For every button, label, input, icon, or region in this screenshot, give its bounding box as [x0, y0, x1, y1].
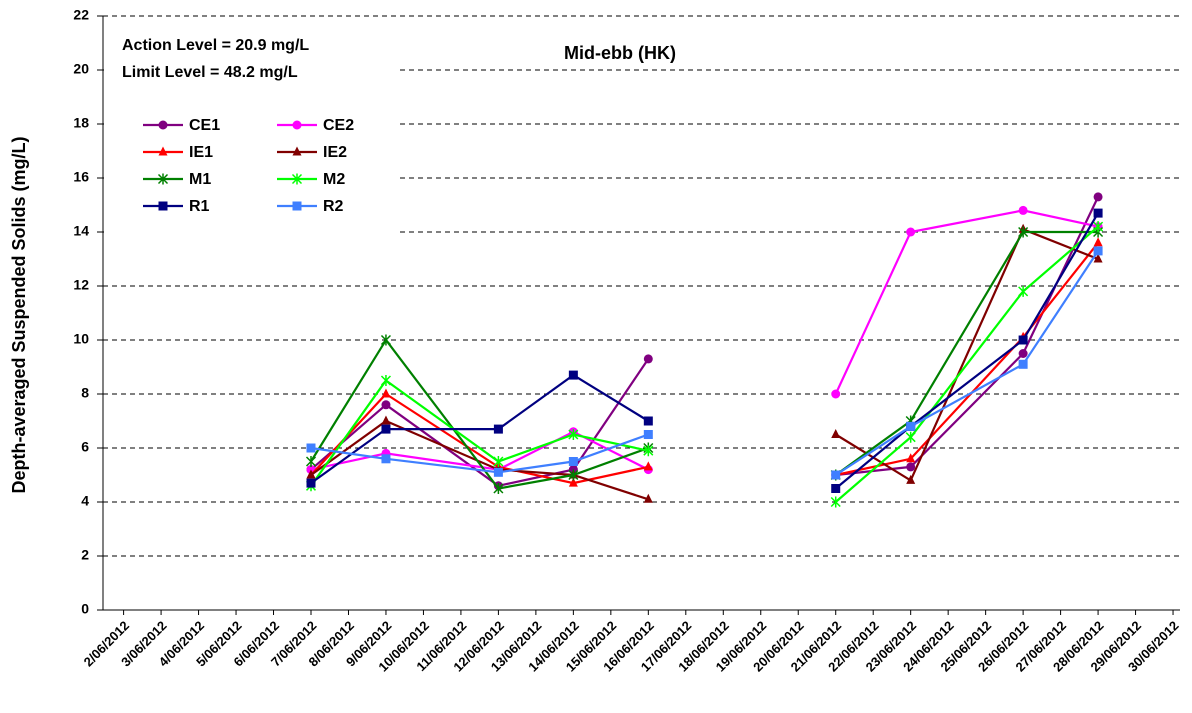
legend-label: M2 — [323, 171, 345, 188]
marker — [906, 227, 916, 237]
legend-label: CE1 — [189, 117, 220, 134]
y-axis-label: Depth-averaged Suspended Solids (mg/L) — [9, 136, 29, 493]
marker — [381, 400, 391, 410]
marker — [643, 493, 653, 503]
y-tick-label: 16 — [73, 169, 89, 185]
marker — [1018, 335, 1028, 345]
legend-item: R2 — [277, 198, 344, 215]
marker — [1018, 205, 1028, 215]
marker — [493, 483, 504, 494]
marker — [306, 478, 316, 488]
plot-layer — [305, 192, 1104, 508]
y-tick-label: 2 — [81, 547, 89, 563]
marker — [1093, 246, 1103, 256]
series-line — [310, 212, 1100, 490]
series-line — [310, 230, 1099, 490]
y-tick-label: 18 — [73, 115, 89, 131]
marker — [1018, 285, 1029, 297]
marker — [905, 431, 916, 443]
legend-item: IE1 — [143, 144, 213, 161]
legend-label: M1 — [189, 171, 211, 188]
marker — [831, 484, 841, 493]
legend-item: R1 — [143, 198, 210, 215]
marker — [158, 146, 168, 156]
y-tick-label: 20 — [73, 61, 89, 77]
marker — [493, 424, 503, 434]
marker — [157, 173, 169, 185]
legend-item: IE2 — [277, 144, 347, 161]
y-tick-label: 14 — [73, 223, 89, 239]
marker — [568, 477, 578, 487]
marker — [292, 120, 302, 130]
legend: CE1 CE2 IE1 IE2 M1 M2 R1 R2 — [143, 117, 354, 215]
legend-label: R2 — [323, 198, 344, 215]
legend-item: CE1 — [143, 117, 220, 134]
annotation: Action Level = 20.9 mg/L — [122, 37, 309, 54]
legend-label: R1 — [189, 198, 210, 215]
marker — [906, 453, 916, 463]
y-tick-label: 0 — [81, 601, 89, 617]
marker — [831, 429, 841, 438]
marker — [1018, 226, 1029, 238]
marker — [906, 462, 916, 472]
legend-label: CE2 — [323, 117, 354, 134]
marker — [291, 173, 303, 185]
marker — [568, 370, 578, 380]
marker — [831, 389, 841, 399]
legend-label: IE2 — [323, 144, 347, 161]
marker — [906, 421, 916, 431]
legend-background — [104, 20, 396, 252]
marker — [1093, 237, 1103, 247]
marker — [493, 456, 504, 467]
legend-item: M2 — [277, 171, 345, 188]
marker — [831, 470, 841, 480]
marker — [158, 120, 168, 130]
marker — [1018, 359, 1028, 369]
marker — [1093, 221, 1104, 233]
marker — [906, 474, 916, 484]
marker — [306, 469, 316, 479]
y-tick-label: 12 — [73, 277, 89, 293]
series-line — [310, 242, 1099, 485]
marker — [643, 430, 653, 439]
marker — [292, 201, 302, 211]
legend-item: M1 — [143, 171, 211, 188]
marker — [1018, 349, 1028, 358]
y-tick-label: 4 — [81, 493, 89, 509]
marker — [493, 467, 503, 477]
y-tick-label: 22 — [73, 7, 89, 23]
legend-item: CE2 — [277, 117, 354, 134]
series-line — [310, 196, 1100, 487]
marker — [643, 416, 653, 426]
marker — [568, 469, 579, 481]
chart-title: Mid-ebb (HK) — [564, 43, 676, 63]
marker — [292, 146, 302, 156]
y-tick-label: 8 — [81, 385, 89, 401]
marker — [1093, 253, 1103, 263]
y-tick-label: 6 — [81, 439, 89, 455]
marker — [380, 334, 391, 346]
marker — [158, 201, 168, 211]
marker — [381, 415, 391, 425]
series-line — [310, 250, 1099, 476]
marker — [1093, 192, 1103, 202]
marker — [643, 354, 653, 364]
marker — [381, 388, 391, 398]
marker — [568, 457, 578, 466]
marker — [381, 454, 391, 464]
marker — [306, 443, 316, 453]
y-tick-label: 10 — [73, 331, 89, 347]
marker — [830, 496, 841, 508]
marker — [305, 456, 317, 467]
annotation: Limit Level = 48.2 mg/L — [122, 64, 298, 81]
marker — [568, 429, 579, 440]
marker — [380, 375, 391, 386]
legend-label: IE1 — [189, 144, 213, 161]
marker — [381, 424, 391, 434]
marker — [643, 461, 653, 471]
marker — [643, 445, 654, 457]
marker — [1093, 208, 1103, 218]
